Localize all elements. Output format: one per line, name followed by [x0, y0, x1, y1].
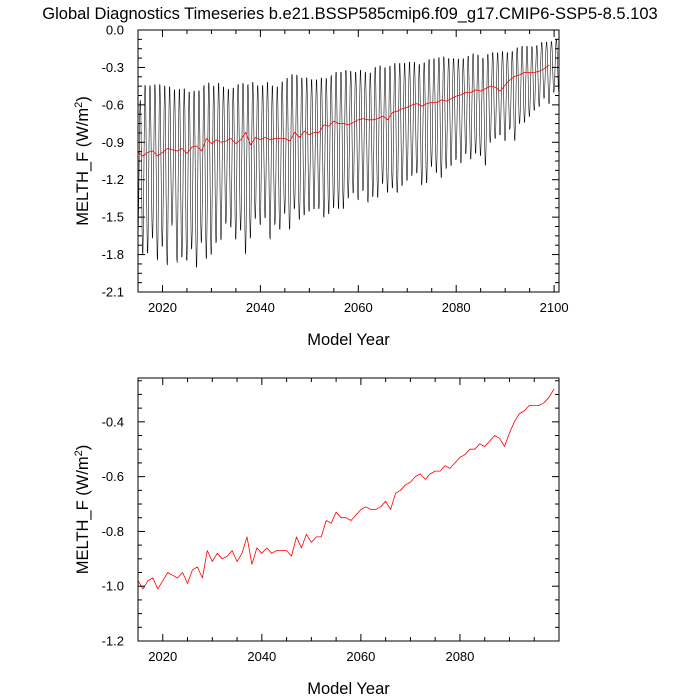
chart-title: Global Diagnostics Timeseries b.e21.BSSP… [42, 5, 657, 23]
x-tick-label: 2060 [346, 649, 375, 664]
y-tick-label: -0.3 [102, 60, 124, 75]
y-axis-label-superscript: 2 [73, 102, 85, 108]
y-tick-label: 0.0 [106, 23, 124, 38]
annual-mean-line [138, 64, 550, 157]
x-tick-label: 2040 [247, 649, 276, 664]
y-axis-label: MELTH_F (W/m2) [73, 96, 92, 226]
y-tick-label: -0.6 [102, 469, 124, 484]
y-tick-label: -1.2 [102, 634, 124, 649]
y-tick-label: -1.0 [102, 579, 124, 594]
x-tick-label: 2020 [148, 300, 177, 315]
x-tick-label: 2020 [148, 649, 177, 664]
x-tick-label: 2040 [246, 300, 275, 315]
y-tick-label: -0.8 [102, 524, 124, 539]
plot-frame [137, 377, 560, 642]
x-axis-label: Model Year [307, 680, 390, 698]
plot-frame [137, 29, 560, 293]
x-tick-label: 2100 [540, 300, 569, 315]
x-tick-label: 2080 [445, 649, 474, 664]
monthly-series-line [138, 39, 559, 268]
y-tick-label: -1.2 [102, 172, 124, 187]
x-tick-label: 2060 [344, 300, 373, 315]
top-panel: 2020 2040 2060 2080 2100 0.0 -0.3 -0.6 -0.9 -1.2 -… [73, 23, 569, 350]
y-tick-label: -0.9 [102, 135, 124, 150]
y-tick-label: -2.1 [102, 285, 124, 300]
y-tick-label: -1.8 [102, 247, 124, 262]
x-tick-label: 2080 [442, 300, 471, 315]
y-tick-label: -0.6 [102, 97, 124, 112]
annual-mean-line [138, 388, 555, 590]
y-axis-label-superscript: 2 [73, 450, 85, 456]
y-tick-label: -0.4 [102, 414, 124, 429]
bottom-panel: 2020 2040 2060 2080 -0.4 -0.6 -0.8 -1.0 -1.2 Mode… [73, 377, 560, 698]
plot-data [138, 388, 555, 590]
plot-data [138, 39, 559, 268]
x-axis-label: Model Year [307, 331, 390, 349]
y-axis-label: MELTH_F (W/m2) [73, 445, 92, 575]
y-tick-label: -1.5 [102, 210, 124, 225]
